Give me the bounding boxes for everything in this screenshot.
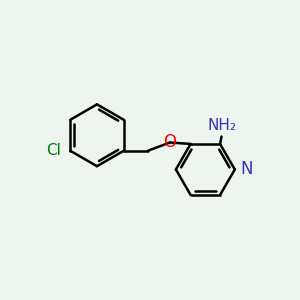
Text: N: N <box>240 160 253 178</box>
Text: Cl: Cl <box>46 143 61 158</box>
Text: O: O <box>164 134 176 152</box>
Text: NH₂: NH₂ <box>207 118 236 133</box>
